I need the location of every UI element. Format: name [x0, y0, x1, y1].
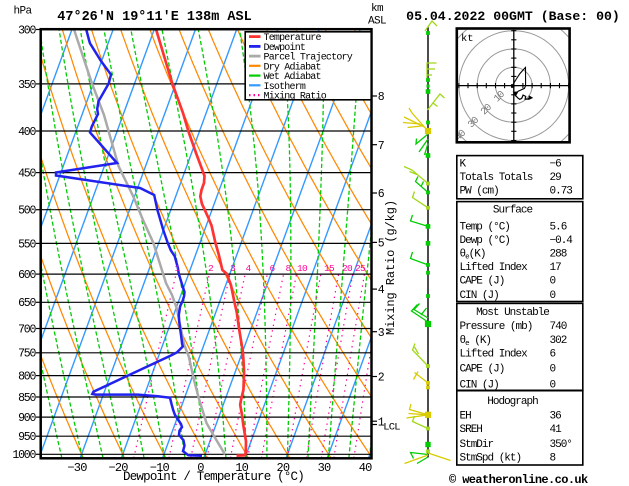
svg-text:4: 4 [378, 284, 385, 297]
svg-text:SREH: SREH [460, 424, 483, 436]
svg-text:Most Unstable: Most Unstable [476, 307, 549, 319]
svg-text:CIN (J): CIN (J) [460, 379, 499, 391]
svg-text:8: 8 [285, 263, 291, 274]
svg-text:17: 17 [550, 262, 562, 274]
svg-text:−20: −20 [108, 461, 128, 475]
svg-text:Parcel Trajectory: Parcel Trajectory [264, 52, 353, 64]
svg-text:800: 800 [18, 371, 36, 384]
svg-text:41: 41 [550, 424, 563, 436]
svg-text:Dewpoint / Temperature (°C): Dewpoint / Temperature (°C) [123, 470, 304, 484]
svg-text:40: 40 [359, 461, 372, 475]
svg-text:Mixing Ratio: Mixing Ratio [264, 91, 327, 103]
svg-text:8: 8 [378, 91, 385, 104]
svg-text:750: 750 [18, 348, 36, 361]
svg-text:−6: −6 [550, 159, 562, 171]
svg-text:0: 0 [550, 379, 556, 391]
svg-text:CAPE (J): CAPE (J) [460, 275, 505, 287]
svg-text:0: 0 [550, 364, 556, 376]
svg-text:Temperature: Temperature [264, 33, 322, 44]
svg-text:Pressure (mb): Pressure (mb) [460, 321, 533, 333]
svg-text:2: 2 [378, 372, 385, 385]
svg-text:Lifted Index: Lifted Index [460, 349, 529, 361]
svg-text:350: 350 [18, 79, 36, 92]
svg-text:Mixing Ratio (g/kg): Mixing Ratio (g/kg) [384, 200, 398, 335]
svg-text:Lifted Index: Lifted Index [460, 262, 529, 274]
svg-text:740: 740 [550, 321, 567, 333]
svg-text:−10: −10 [150, 461, 170, 475]
svg-text:302: 302 [550, 335, 567, 347]
svg-text:Wet Adiabat: Wet Adiabat [264, 71, 321, 83]
svg-text:36: 36 [550, 411, 562, 423]
svg-text:300: 300 [18, 24, 36, 37]
svg-text:15: 15 [324, 263, 335, 274]
svg-text:Dry Adiabat: Dry Adiabat [264, 61, 321, 73]
svg-text:CAPE (J): CAPE (J) [460, 364, 505, 376]
svg-text:29: 29 [550, 172, 562, 184]
svg-text:450: 450 [18, 168, 36, 181]
svg-text:10: 10 [297, 263, 308, 274]
svg-text:Dewp (°C): Dewp (°C) [460, 235, 510, 247]
svg-text:1000: 1000 [12, 449, 36, 462]
svg-text:650: 650 [18, 297, 36, 310]
svg-text:5.6: 5.6 [550, 221, 567, 233]
svg-text:0: 0 [197, 461, 204, 475]
svg-text:LCL: LCL [383, 422, 400, 434]
svg-text:6: 6 [550, 349, 556, 361]
svg-text:kt: kt [461, 33, 474, 45]
svg-text:3: 3 [230, 263, 236, 274]
svg-text:0: 0 [550, 275, 556, 287]
svg-text:400: 400 [18, 126, 36, 139]
svg-text:hPa: hPa [14, 6, 33, 18]
svg-text:7: 7 [378, 140, 384, 153]
svg-text:20: 20 [342, 263, 353, 274]
svg-text:StmDir: StmDir [460, 439, 494, 451]
svg-text:40: 40 [453, 128, 469, 144]
svg-text:© weatheronline.co.uk: © weatheronline.co.uk [449, 473, 588, 486]
svg-text:550: 550 [18, 238, 36, 251]
svg-text:3: 3 [378, 327, 385, 340]
svg-text:950: 950 [18, 431, 36, 444]
svg-text:47°26'N 19°11'E 138m ASL: 47°26'N 19°11'E 138m ASL [57, 10, 251, 25]
svg-text:288: 288 [550, 249, 567, 261]
svg-text:20: 20 [276, 461, 289, 475]
svg-text:850: 850 [18, 392, 36, 405]
svg-text:600: 600 [18, 269, 36, 282]
svg-text:700: 700 [18, 323, 36, 336]
svg-text:Dewpoint: Dewpoint [264, 42, 306, 54]
svg-text:500: 500 [18, 205, 36, 218]
svg-text:Temp (°C): Temp (°C) [460, 221, 510, 233]
svg-text:5: 5 [378, 238, 385, 251]
svg-text:θe(K): θe(K) [460, 249, 486, 262]
svg-text:05.04.2022 00GMT (Base: 00): 05.04.2022 00GMT (Base: 00) [406, 9, 620, 24]
svg-text:km: km [371, 3, 384, 15]
svg-text:0.73: 0.73 [550, 186, 573, 198]
svg-text:PW (cm): PW (cm) [460, 186, 499, 198]
svg-text:1: 1 [378, 416, 385, 429]
svg-text:6: 6 [269, 263, 275, 274]
svg-text:−30: −30 [67, 461, 87, 475]
svg-text:2: 2 [208, 263, 214, 274]
svg-text:1: 1 [174, 263, 180, 274]
svg-text:4: 4 [245, 263, 251, 274]
svg-text:CIN (J): CIN (J) [460, 290, 499, 302]
svg-text:Surface: Surface [493, 205, 533, 217]
svg-text:Totals Totals: Totals Totals [460, 172, 533, 184]
svg-text:EH: EH [460, 411, 472, 423]
svg-text:25: 25 [355, 263, 366, 274]
svg-text:K: K [460, 159, 467, 171]
svg-text:30: 30 [318, 461, 331, 475]
svg-text:ASL: ASL [368, 16, 386, 28]
svg-text:8: 8 [550, 453, 556, 465]
svg-text:Isotherm: Isotherm [264, 81, 306, 93]
svg-text:900: 900 [18, 412, 36, 425]
svg-text:Hodograph: Hodograph [487, 396, 538, 408]
svg-text:10: 10 [235, 461, 248, 475]
svg-text:350°: 350° [550, 439, 572, 451]
svg-text:−0.4: −0.4 [550, 235, 574, 247]
svg-text:θe (K): θe (K) [460, 335, 492, 348]
svg-text:0: 0 [550, 290, 556, 302]
svg-text:6: 6 [378, 188, 385, 201]
svg-text:StmSpd (kt): StmSpd (kt) [460, 453, 522, 465]
